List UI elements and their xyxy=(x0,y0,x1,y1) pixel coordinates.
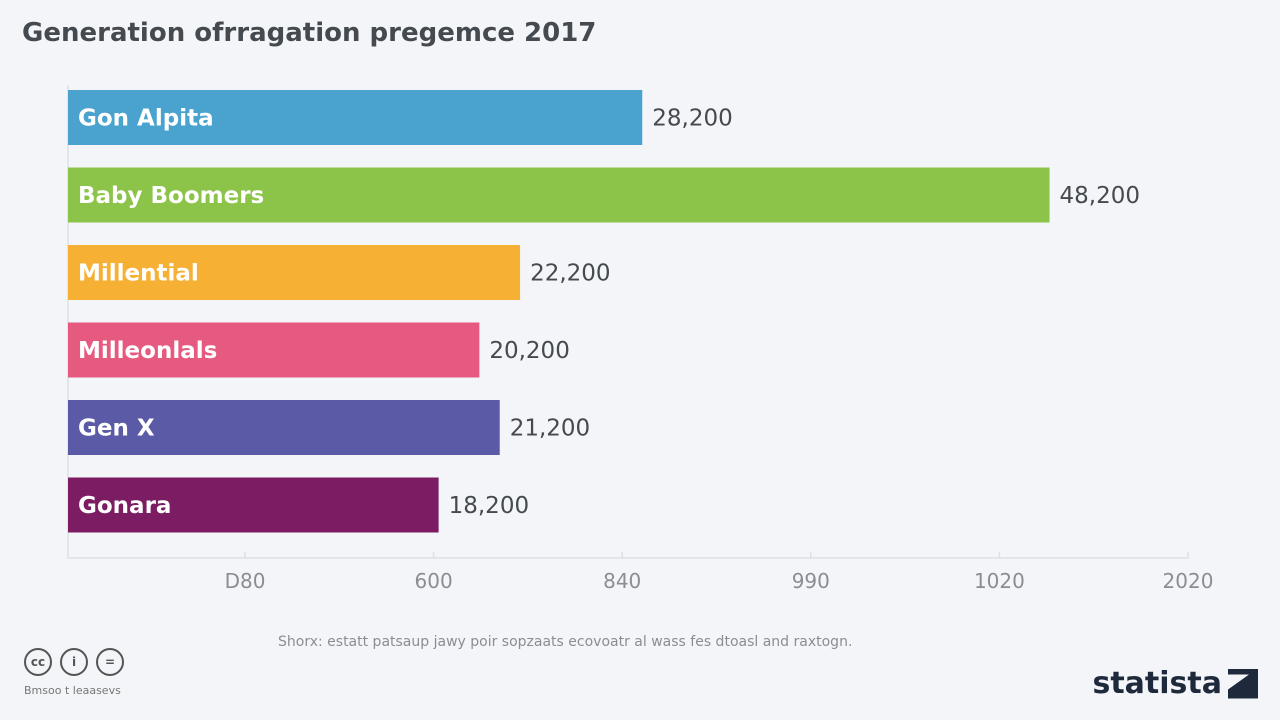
bar-value-label: 21,200 xyxy=(510,416,590,442)
x-tick-label: 600 xyxy=(415,569,453,593)
bar-value-label: 18,200 xyxy=(449,493,529,519)
bar xyxy=(68,400,500,455)
x-tick-label: 1020 xyxy=(974,569,1025,593)
statista-logo[interactable]: statista xyxy=(1092,666,1258,701)
logo-text: statista xyxy=(1092,666,1222,701)
x-tick-label: 2020 xyxy=(1163,569,1214,593)
x-tick-label: 990 xyxy=(792,569,830,593)
bar xyxy=(68,322,480,378)
bar-value-label: 22,200 xyxy=(530,261,610,287)
bar-value-label: 28,200 xyxy=(652,106,732,132)
by-icon: i xyxy=(60,648,88,676)
bar-category-label: Milleonlals xyxy=(78,338,217,364)
source-note: Shorx: estatt patsaup jawy poir sopzaats… xyxy=(278,634,853,650)
bar-value-label: 48,200 xyxy=(1060,183,1140,209)
bar xyxy=(68,245,521,300)
bar-chart: Gon Alpita 28,200 Baby Boomers 48,200 Millen… xyxy=(67,85,1214,593)
cc-icon: cc xyxy=(24,648,52,676)
bar-category-label: Baby Boomers xyxy=(78,183,264,209)
bar-category-label: Gonara xyxy=(78,493,171,519)
license-label: Bmsoo t leaasevs xyxy=(24,684,121,697)
bar-category-label: Millential xyxy=(78,261,199,287)
x-tick-label: 840 xyxy=(603,569,641,593)
chart-title: Generation ofrragation pregemce 2017 xyxy=(22,18,597,48)
bar xyxy=(68,167,1050,223)
bar xyxy=(68,90,643,145)
bar xyxy=(68,477,439,533)
bar-category-label: Gen X xyxy=(78,416,155,442)
logo-mark-icon xyxy=(1228,668,1258,699)
x-tick-label: D80 xyxy=(225,569,266,593)
license-icons: cc i = xyxy=(24,648,124,676)
bar-value-label: 20,200 xyxy=(489,338,569,364)
nd-icon: = xyxy=(96,648,124,676)
bar-category-label: Gon Alpita xyxy=(78,106,214,132)
